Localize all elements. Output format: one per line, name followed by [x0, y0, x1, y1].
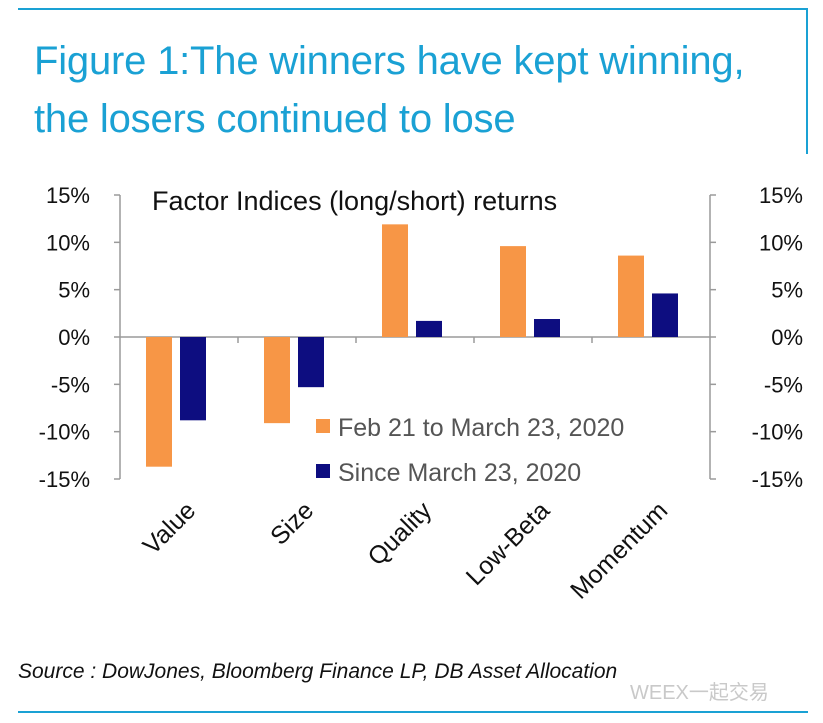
- bottom-rule: [18, 711, 808, 713]
- bar-momentum-series-2: [652, 293, 678, 337]
- legend-label-1: Feb 21 to March 23, 2020: [338, 414, 624, 442]
- left-tick-label: 0%: [58, 325, 90, 350]
- bar-quality-series-2: [416, 320, 442, 337]
- bar-size-series-2: [298, 337, 324, 388]
- category-label: Quality: [362, 496, 437, 571]
- left-tick-label: 10%: [46, 230, 90, 255]
- right-tick-label: -15%: [752, 467, 803, 492]
- left-tick-label: -15%: [39, 467, 90, 492]
- left-tick-label: -10%: [39, 420, 90, 445]
- left-tick-label: 15%: [46, 183, 90, 208]
- bar-low-beta-series-1: [500, 246, 526, 337]
- bar-size-series-1: [264, 337, 290, 424]
- legend-label-2: Since March 23, 2020: [338, 459, 581, 487]
- category-label: Momentum: [565, 496, 673, 604]
- right-tick-label: -5%: [764, 372, 803, 397]
- source-note: Source : DowJones, Bloomberg Finance LP,…: [18, 660, 618, 683]
- bar-quality-series-1: [382, 224, 408, 337]
- right-tick-label: -10%: [752, 420, 803, 445]
- bar-momentum-series-1: [618, 255, 644, 337]
- figure-title-box: Figure 1:The winners have kept winning, …: [18, 8, 808, 154]
- right-tick-label: 0%: [771, 325, 803, 350]
- watermark: WEEX一起交易: [630, 682, 769, 704]
- bar-value-series-1: [146, 337, 172, 467]
- category-label: Value: [138, 496, 202, 560]
- bar-low-beta-series-2: [534, 319, 560, 337]
- left-tick-label: -5%: [51, 372, 90, 397]
- category-label: Size: [265, 496, 319, 550]
- right-tick-label: 10%: [759, 230, 803, 255]
- bar-value-series-2: [180, 337, 206, 421]
- legend-swatch-1: [316, 419, 330, 433]
- left-tick-label: 5%: [58, 278, 90, 303]
- chart-title: Factor Indices (long/short) returns: [152, 186, 557, 216]
- category-label: Low-Beta: [461, 496, 556, 591]
- legend-swatch-2: [316, 464, 330, 478]
- figure-title: Figure 1:The winners have kept winning, …: [34, 39, 745, 141]
- right-tick-label: 15%: [759, 183, 803, 208]
- right-tick-label: 5%: [771, 278, 803, 303]
